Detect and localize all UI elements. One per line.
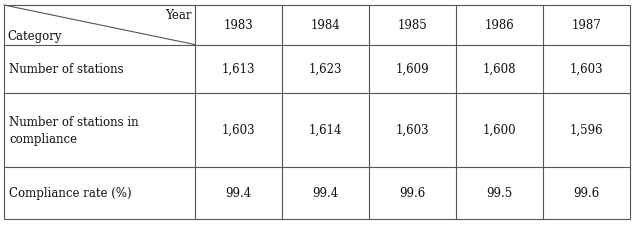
Text: Number of stations in
compliance: Number of stations in compliance bbox=[9, 115, 139, 145]
Text: 1985: 1985 bbox=[398, 19, 427, 32]
Text: 1,603: 1,603 bbox=[222, 124, 256, 137]
Text: 1,603: 1,603 bbox=[570, 63, 604, 76]
Text: Category: Category bbox=[7, 29, 61, 42]
Text: Compliance rate (%): Compliance rate (%) bbox=[9, 187, 132, 199]
Text: 1,603: 1,603 bbox=[396, 124, 429, 137]
Text: 1986: 1986 bbox=[484, 19, 514, 32]
Text: 1987: 1987 bbox=[572, 19, 602, 32]
Text: 99.4: 99.4 bbox=[225, 187, 252, 199]
Text: 1,609: 1,609 bbox=[396, 63, 429, 76]
Text: Number of stations: Number of stations bbox=[9, 63, 124, 76]
Text: 1,613: 1,613 bbox=[222, 63, 256, 76]
Text: 1,623: 1,623 bbox=[309, 63, 342, 76]
Text: 1,596: 1,596 bbox=[570, 124, 604, 137]
Text: 1,600: 1,600 bbox=[482, 124, 516, 137]
Text: 99.4: 99.4 bbox=[313, 187, 339, 199]
Text: 1,614: 1,614 bbox=[309, 124, 342, 137]
Text: 99.6: 99.6 bbox=[573, 187, 600, 199]
Text: Year: Year bbox=[165, 9, 192, 22]
Text: 1983: 1983 bbox=[224, 19, 254, 32]
Text: 99.5: 99.5 bbox=[486, 187, 513, 199]
Text: 1984: 1984 bbox=[311, 19, 340, 32]
Text: 1,608: 1,608 bbox=[482, 63, 516, 76]
Text: 99.6: 99.6 bbox=[399, 187, 425, 199]
